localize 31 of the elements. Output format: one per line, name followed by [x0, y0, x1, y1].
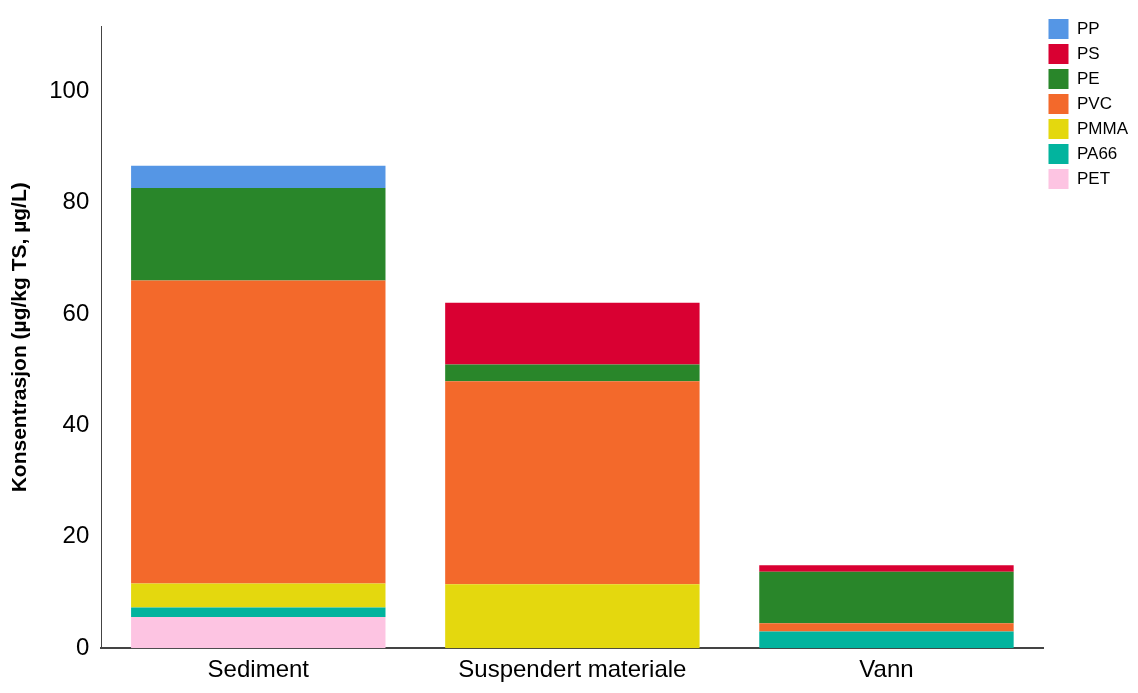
y-tick-label: 40 — [62, 409, 90, 437]
legend-label: PA66 — [1077, 143, 1118, 163]
y-tick-label: 100 — [49, 75, 90, 103]
y-tick-label: 20 — [62, 521, 90, 549]
bar — [131, 165, 386, 188]
legend-label: PP — [1077, 18, 1100, 38]
bar — [445, 381, 700, 585]
bar — [445, 302, 700, 365]
bar — [759, 631, 1014, 649]
x-tick-label: Sediment — [207, 655, 310, 683]
bar — [759, 565, 1014, 572]
bar — [131, 617, 386, 649]
y-axis-title: Konsentrasjon (µg/kg TS, µg/L) — [7, 182, 31, 493]
bar — [131, 280, 386, 584]
bar — [759, 571, 1014, 624]
x-tick-label: Vann — [859, 655, 914, 683]
legend-label: PS — [1077, 43, 1100, 63]
legend-label: PET — [1077, 168, 1111, 188]
bar — [445, 364, 700, 382]
legend-label: PE — [1077, 68, 1100, 88]
x-tick-label: Suspendert materiale — [458, 655, 687, 683]
bar — [759, 623, 1014, 632]
y-tick-label: 0 — [75, 632, 90, 660]
legend-label: PMMA — [1077, 118, 1129, 138]
bar — [445, 584, 700, 649]
y-tick-label: 80 — [62, 187, 90, 215]
bar — [131, 607, 386, 617]
legend-label: PVC — [1077, 93, 1112, 113]
bar — [131, 583, 386, 608]
y-tick-label: 60 — [62, 298, 90, 326]
bar — [131, 187, 386, 281]
